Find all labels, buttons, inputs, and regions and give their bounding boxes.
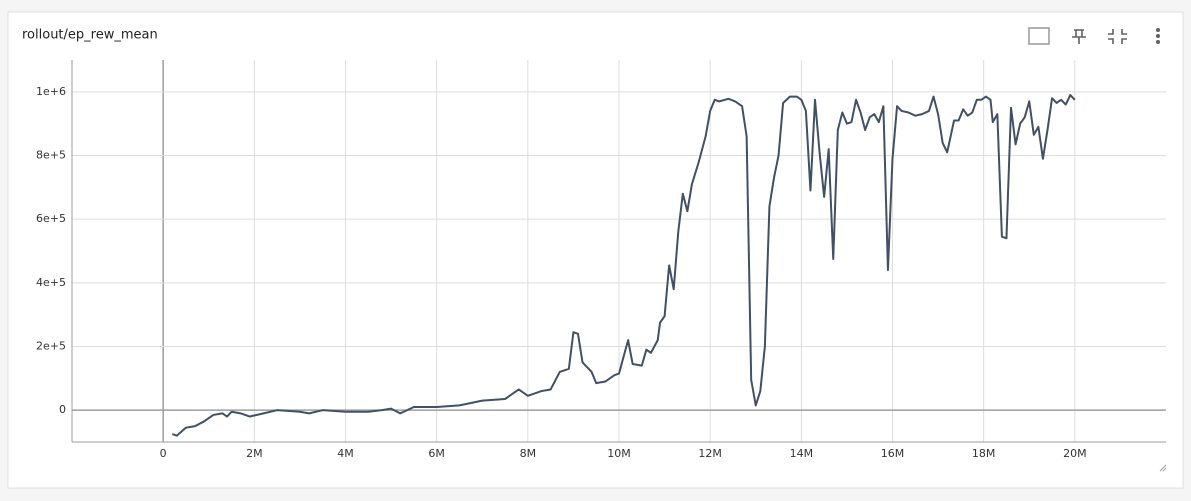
x-tick-label: 12M [698,447,722,460]
x-tick-label: 4M [337,447,354,460]
line-series [171,94,1076,437]
x-tick-label: 8M [520,447,537,460]
x-tick-label: 20M [1063,447,1087,460]
x-tick-label: 16M [881,447,905,460]
y-tick-label: 2e+5 [36,340,66,353]
collapse-button[interactable] [1108,29,1127,44]
card [7,11,1184,489]
plot-area: 0 2M 4M 6M 8M 10M 12M 14M 16M 18M 20M 0 2e+5 4e+5 6e+5… [36,60,1166,460]
x-tick-label: 18M [972,447,996,460]
toolbar [1028,27,1167,472]
y-tick-label: 6e+5 [36,212,66,225]
x-tick-label: 6M [428,447,445,460]
pin-button[interactable] [1072,29,1086,44]
fit-domain-button[interactable] [1028,27,1050,45]
chart-title: rollout/ep_rew_mean [22,28,158,43]
y-tick-label: 8e+5 [36,149,66,162]
x-tick-label: 0 [160,447,167,460]
y-tick-label: 0 [59,403,66,416]
y-tick-label: 4e+5 [36,276,66,289]
menu-button[interactable] [1156,28,1160,44]
x-tick-label: 2M [246,447,263,460]
y-tick-label: 1e+6 [36,85,66,98]
resize-handle[interactable] [1159,464,1167,472]
x-tick-label: 14M [790,447,814,460]
x-tick-label: 10M [607,447,631,460]
